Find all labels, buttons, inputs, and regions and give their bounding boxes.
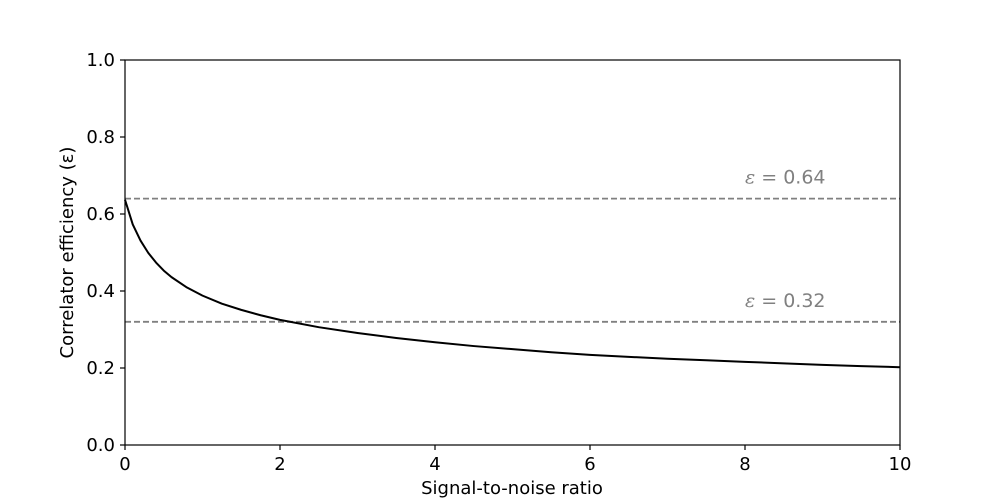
y-tick-label: 0.0 bbox=[86, 435, 115, 456]
x-tick-label: 8 bbox=[739, 454, 750, 475]
x-tick-label: 2 bbox=[274, 454, 285, 475]
y-tick-label: 0.4 bbox=[86, 281, 115, 302]
plot-frame bbox=[124, 59, 901, 446]
x-axis: 0 2 4 6 8 10 bbox=[119, 445, 911, 475]
x-axis-label: Signal-to-noise ratio bbox=[421, 478, 603, 499]
y-axis-label: Correlator efficiency (ε) bbox=[57, 147, 78, 359]
y-tick-label: 0.8 bbox=[86, 127, 115, 148]
annotations: ε = 0.64 ε = 0.32 bbox=[745, 167, 826, 312]
x-tick-label: 4 bbox=[429, 454, 440, 475]
y-tick-label: 0.6 bbox=[86, 204, 115, 225]
x-tick-label: 0 bbox=[119, 454, 130, 475]
reference-lines bbox=[125, 197, 900, 323]
x-tick-label: 6 bbox=[584, 454, 595, 475]
x-tick-label: 10 bbox=[889, 454, 912, 475]
reference-label-1: ε = 0.32 bbox=[745, 290, 826, 312]
reference-label-0: ε = 0.64 bbox=[745, 167, 826, 189]
y-axis: 0.0 0.2 0.4 0.6 0.8 1.0 bbox=[86, 50, 125, 456]
y-tick-label: 1.0 bbox=[86, 50, 115, 71]
series-line-0 bbox=[124, 199, 901, 369]
series-layer bbox=[124, 199, 901, 369]
y-tick-label: 0.2 bbox=[86, 358, 115, 379]
